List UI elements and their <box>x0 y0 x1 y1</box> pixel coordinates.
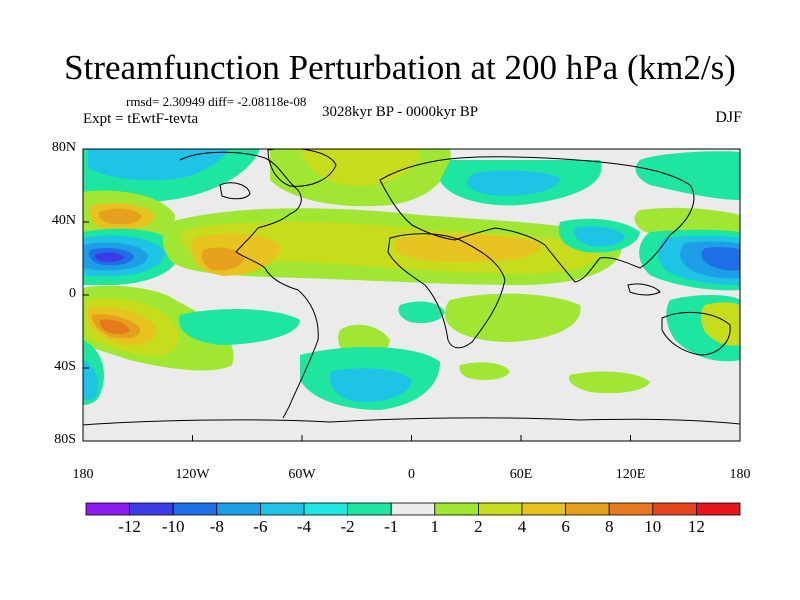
colorbar-swatch <box>434 502 479 516</box>
contour-central-pacific-core <box>95 252 124 262</box>
colorbar-swatch <box>85 502 130 516</box>
contour-south-indian-green-east <box>569 371 650 394</box>
lat-label: 0 <box>69 286 76 301</box>
colorbar-swatch <box>129 502 174 516</box>
coastlines <box>83 149 740 426</box>
antarctica-outline <box>83 417 740 426</box>
lat-label: 40N <box>51 213 76 228</box>
stats-text: rmsd= 2.30949 diff= -2.08118e-08 <box>126 94 307 109</box>
australia-outline <box>661 311 731 356</box>
lon-label: 60W <box>288 467 316 482</box>
contour-africa-gold <box>395 234 541 262</box>
colorbar-swatch <box>565 502 610 516</box>
colorbar-label: -4 <box>296 517 312 536</box>
colorbar-label: -10 <box>161 517 185 536</box>
colorbar-swatch <box>303 502 348 516</box>
contour-west-pacific-deepblue <box>701 247 740 271</box>
americas-outline <box>179 151 319 419</box>
colorbar-swatch <box>390 502 436 516</box>
contour-north-pacific-orange <box>98 208 142 225</box>
colorbar <box>85 502 741 516</box>
contour-asia-cyan <box>574 226 625 247</box>
colorbar-label: -1 <box>384 517 399 536</box>
lon-label: 120E <box>615 467 646 482</box>
colorbar-swatch <box>652 502 697 516</box>
colorbar-label: -6 <box>253 517 268 536</box>
colorbar-label: 6 <box>561 517 570 536</box>
colorbar-swatch <box>477 502 523 516</box>
colorbar-label: 4 <box>517 517 527 536</box>
africa-outline <box>387 233 506 349</box>
period-label: 3028kyr BP - 0000kyr BP <box>322 104 479 120</box>
colorbar-label: 12 <box>687 517 705 536</box>
lon-label: 180 <box>729 467 751 482</box>
hudson-bay-outline <box>219 182 251 200</box>
contour-field <box>83 149 740 441</box>
colorbar-label: -2 <box>340 517 355 536</box>
colorbar-swatch <box>216 502 261 516</box>
contour-south-indian-green-west <box>459 362 510 380</box>
contour-southwest-pacific-yellow <box>701 302 740 346</box>
lon-label: 60E <box>509 467 533 482</box>
colorbar-label: 2 <box>474 517 483 536</box>
lon-label: 120W <box>175 467 210 482</box>
contour-south-pacific-core <box>99 319 130 335</box>
greenland-outline <box>267 149 337 187</box>
contour-south-atlantic-teal <box>398 301 445 324</box>
contour-ne-pacific-teal <box>635 151 740 200</box>
contour-indian-ocean-green <box>445 293 581 342</box>
colorbar-label: 10 <box>644 517 662 536</box>
colorbar-label: 1 <box>430 517 440 536</box>
colorbar-swatch <box>259 502 305 516</box>
season-label: DJF <box>715 109 742 126</box>
contour-tropical-band-yellow <box>181 221 601 275</box>
contour-far-south-pacific-cyan <box>83 360 99 400</box>
colorbar-swatch <box>172 502 218 516</box>
lat-label: 80N <box>51 140 76 155</box>
colorbar-label: -8 <box>209 517 224 536</box>
colorbar-label: 8 <box>604 517 614 536</box>
contour-eurasia-cyan <box>466 170 560 196</box>
colorbar-swatch <box>347 502 392 516</box>
colorbar-swatch <box>696 502 741 516</box>
colorbar-label: -12 <box>118 517 141 536</box>
experiment-label: Expt = tEwtF-tevta <box>83 111 199 127</box>
colorbar-swatch <box>608 502 654 516</box>
lat-label: 80S <box>54 432 76 447</box>
contour-nh-west-cyan <box>88 149 230 181</box>
lon-label: 180 <box>72 467 94 482</box>
contour-south-america-teal <box>179 308 300 345</box>
lon-label: 0 <box>408 467 415 482</box>
axis-ticks <box>82 148 741 442</box>
chart-title: Streamfunction Perturbation at 200 hPa (… <box>64 48 736 87</box>
colorbar-swatch <box>521 502 566 516</box>
contour-south-ocean-cyan <box>329 368 412 403</box>
contour-east-pacific-orange <box>202 247 244 271</box>
maritime-continent-outline <box>627 283 661 296</box>
lat-label: 40S <box>54 359 76 374</box>
